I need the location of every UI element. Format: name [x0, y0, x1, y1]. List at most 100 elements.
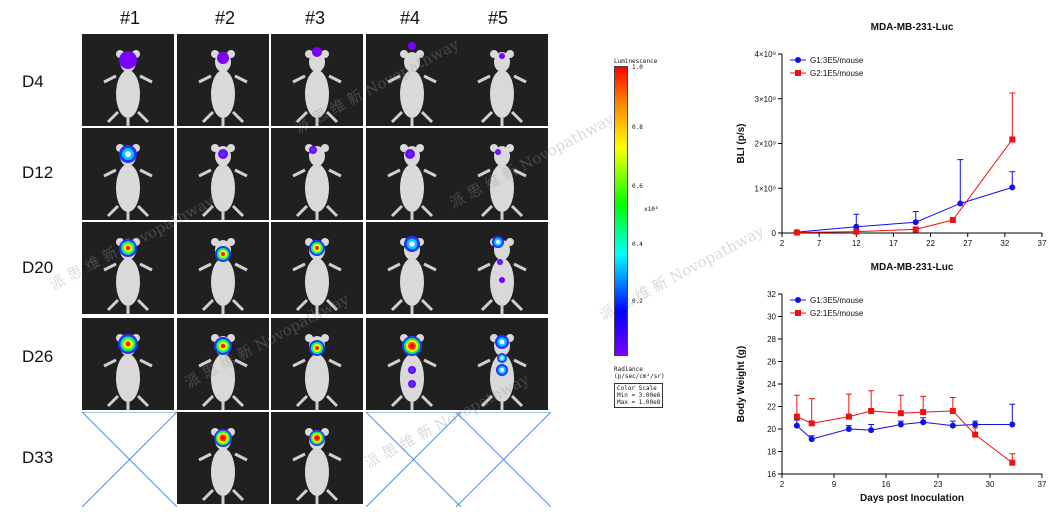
- data-point: [912, 219, 919, 226]
- y-tick-label: 32: [767, 290, 776, 299]
- data-point: [949, 422, 956, 429]
- data-point: [957, 200, 964, 207]
- data-point: [868, 408, 875, 414]
- legend-label: G1:3E5/mouse: [810, 56, 864, 65]
- series-line: [796, 139, 1013, 234]
- mouse-image: [271, 318, 363, 410]
- x-tick-label: 37: [1038, 480, 1047, 489]
- radiance-label: Radiance: [614, 366, 643, 373]
- series-line: [796, 421, 1013, 440]
- x-tick-label: 2: [780, 480, 785, 489]
- data-point: [949, 217, 956, 224]
- legend-marker: [795, 310, 801, 316]
- colorbar-tick: 0.6: [632, 183, 643, 190]
- x-tick-label: 32: [1000, 239, 1009, 248]
- x-tick-label: 27: [963, 239, 972, 248]
- data-point: [972, 421, 979, 428]
- x-tick-label: 23: [934, 480, 943, 489]
- row-header-d4: D4: [22, 72, 44, 91]
- x-tick-label: 17: [889, 239, 898, 248]
- data-point: [793, 413, 800, 420]
- mouse-image: [177, 222, 269, 314]
- colorbar-tick: 0.2: [632, 298, 643, 305]
- data-point: [972, 431, 979, 438]
- chart-title: MDA-MB-231-Luc: [871, 262, 954, 273]
- y-tick-label: 3×10⁹: [755, 95, 776, 104]
- y-tick-label: 4×10⁹: [755, 50, 776, 59]
- data-point: [897, 421, 904, 428]
- y-tick-label: 24: [767, 380, 776, 389]
- radiance-units: (p/sec/cm²/sr): [614, 373, 665, 380]
- y-tick-label: 2×10⁹: [755, 140, 776, 149]
- empty-cell: [455, 411, 552, 512]
- mouse-image: [177, 412, 269, 504]
- y-tick-label: 20: [767, 425, 776, 434]
- mouse-image: [366, 222, 458, 314]
- column-header-1: #1: [119, 8, 141, 28]
- empty-cell: [365, 411, 462, 512]
- data-point: [1009, 421, 1016, 428]
- y-tick-label: 16: [767, 470, 776, 479]
- data-point: [920, 409, 927, 416]
- x-tick-label: 16: [882, 480, 891, 489]
- column-header-2: #2: [214, 8, 236, 28]
- data-point: [845, 426, 852, 432]
- mouse-image: [456, 128, 548, 220]
- color-scale-min: Min = 3.00e6: [617, 392, 661, 399]
- data-point: [793, 422, 800, 429]
- x-tick-label: 2: [780, 239, 785, 248]
- colorbar-title: Luminescence: [614, 58, 658, 65]
- data-point: [845, 413, 852, 420]
- data-point: [868, 427, 875, 434]
- mouse-image: [456, 34, 548, 126]
- data-point: [1009, 136, 1016, 143]
- data-point: [920, 419, 927, 426]
- mouse-image: [82, 128, 174, 220]
- data-point: [897, 410, 904, 417]
- legend-label: G2:1E5/mouse: [810, 69, 864, 78]
- row-header-d20: D20: [22, 258, 54, 277]
- legend-marker: [795, 57, 801, 63]
- colorbar-tick: 0.4: [632, 241, 643, 248]
- colorbar-tick: 1.0: [632, 64, 643, 71]
- data-point: [853, 228, 860, 235]
- x-tick-label: 9: [832, 480, 837, 489]
- x-tick-label: 12: [852, 239, 861, 248]
- data-point: [1009, 184, 1016, 191]
- x-tick-label: 37: [1038, 239, 1047, 248]
- legend-marker: [795, 70, 801, 76]
- mouse-image: [177, 318, 269, 410]
- color-scale-box: Color Scale Min = 3.00e6 Max = 1.00e8: [614, 383, 664, 408]
- colorbar-exponent: x10⁸: [644, 206, 659, 213]
- colorbar-gradient: [614, 66, 628, 356]
- mouse-image: [177, 34, 269, 126]
- row-header-d26: D26: [22, 347, 54, 366]
- x-tick-label: 30: [986, 480, 995, 489]
- mouse-image: [366, 34, 458, 126]
- data-point: [912, 226, 919, 233]
- data-point: [793, 229, 800, 236]
- y-tick-label: 22: [767, 403, 776, 412]
- mouse-image: [177, 128, 269, 220]
- colorbar-radiance-label: Radiance (p/sec/cm²/sr): [614, 366, 684, 380]
- x-tick-label: 22: [926, 239, 935, 248]
- mouse-image: [366, 318, 458, 410]
- chart-title: MDA-MB-231-Luc: [871, 22, 954, 33]
- color-scale-title: Color Scale: [617, 385, 657, 392]
- mouse-image: [82, 318, 174, 410]
- y-tick-label: 18: [767, 448, 776, 457]
- color-scale-max: Max = 1.00e8: [617, 399, 661, 406]
- x-axis-label: Days post Inoculation: [860, 493, 964, 504]
- y-tick-label: 0: [772, 229, 777, 238]
- empty-cell: [81, 411, 178, 512]
- mouse-image: [271, 128, 363, 220]
- column-header-3: #3: [304, 8, 326, 28]
- column-header-4: #4: [399, 8, 421, 28]
- y-tick-label: 26: [767, 358, 776, 367]
- y-axis-label: BLI (p/s): [736, 124, 747, 164]
- y-tick-label: 30: [767, 313, 776, 322]
- body-weight-line-chart: MDA-MB-231-Luc 16 18 20 22 24 26 28 30 32 2 9 16 23 30…: [736, 262, 1047, 504]
- data-point: [949, 408, 956, 414]
- mouse-image: [366, 128, 458, 220]
